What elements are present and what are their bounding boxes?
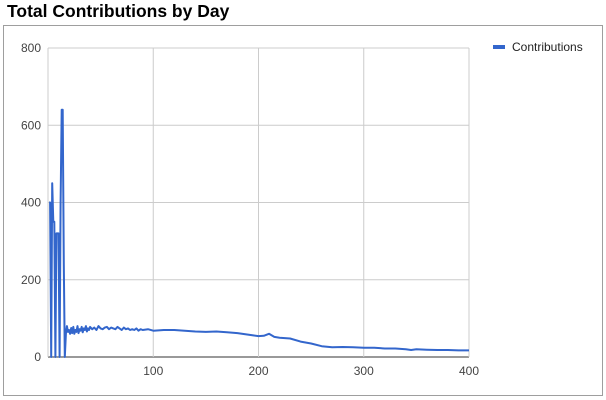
series-line-contributions	[49, 108, 469, 358]
x-tick-label: 300	[354, 364, 374, 378]
x-tick-label: 200	[248, 364, 268, 378]
axis-ticks: 0 200 400 600 800 100 200 300 400	[21, 41, 479, 378]
legend: Contributions	[493, 40, 583, 54]
y-tick-label: 0	[34, 350, 41, 364]
chart-frame	[3, 25, 603, 396]
y-tick-label: 200	[21, 273, 41, 287]
y-tick-label: 400	[21, 196, 41, 210]
page-title: Total Contributions by Day	[7, 1, 230, 21]
x-tick-label: 100	[143, 364, 163, 378]
series-layer	[49, 108, 469, 358]
y-tick-label: 800	[21, 41, 41, 55]
legend-label: Contributions	[512, 40, 583, 54]
legend-swatch	[493, 45, 505, 49]
grid-lines	[47, 47, 470, 358]
x-tick-label: 400	[459, 364, 479, 378]
y-tick-label: 600	[21, 118, 41, 132]
